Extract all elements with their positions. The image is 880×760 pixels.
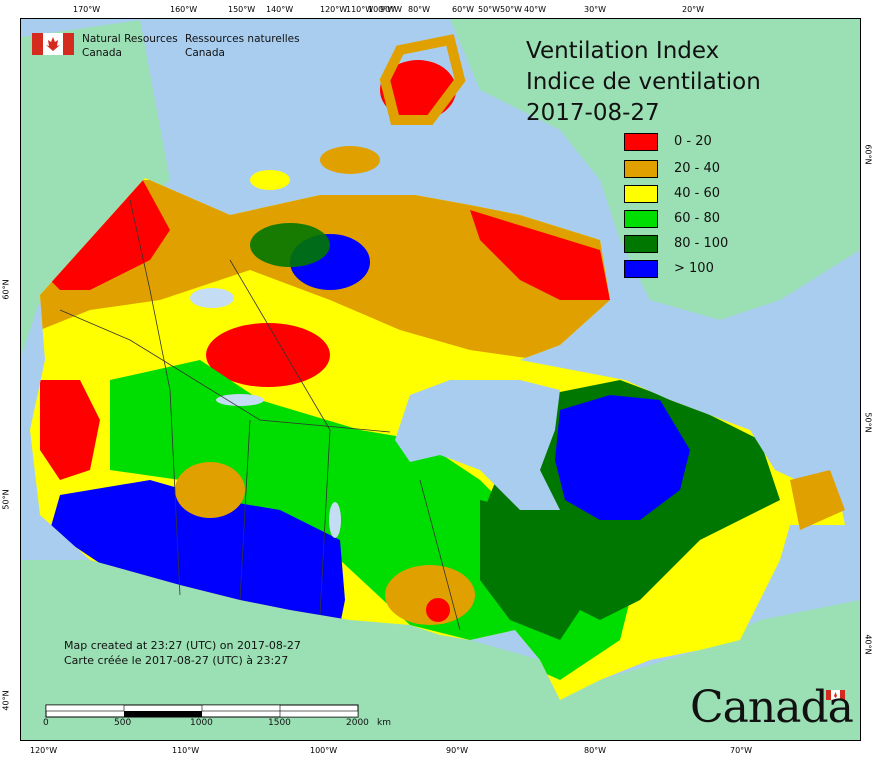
top-tick: 110°W (346, 5, 374, 14)
agency-fr-line2: Canada (185, 47, 225, 59)
legend-swatch (624, 210, 658, 228)
legend-label: 80 - 100 (674, 236, 729, 251)
top-tick: 30°W (584, 5, 607, 14)
legend-swatch (624, 260, 658, 278)
top-tick: 140°W (266, 5, 294, 14)
legend-label: 40 - 60 (674, 186, 721, 201)
top-tick: 90°W (380, 5, 403, 14)
map-frame (20, 18, 861, 741)
right-tick: 60°N (863, 144, 873, 165)
province-borders (59, 199, 461, 631)
agency-en-line1: Natural Resources (82, 33, 178, 45)
bottom-tick: 110°W (172, 746, 200, 755)
bottom-tick: 70°W (730, 746, 753, 755)
zone-0-20-centre (206, 323, 330, 387)
legend-swatch (624, 160, 658, 178)
title-date: 2017-08-27 (526, 100, 660, 126)
legend-swatch (624, 235, 658, 253)
zone-20-40-ontario (385, 565, 475, 625)
scale-unit: km (377, 718, 391, 728)
top-tick: 170°W (73, 5, 101, 14)
zone-80-100-arctic (250, 223, 330, 267)
title-fr: Indice de ventilation (526, 69, 761, 95)
zone-0-20-baffin (470, 210, 610, 300)
scale-label: 2000 (346, 718, 369, 728)
agency-en-line2: Canada (82, 47, 122, 59)
great-slave-lake (216, 394, 264, 406)
top-tick: 150°W (228, 5, 256, 14)
agency-fr-line1: Ressources naturelles (185, 33, 300, 45)
right-tick: 50°N (863, 412, 873, 433)
legend-label: 60 - 80 (674, 211, 721, 226)
bottom-tick: 120°W (30, 746, 58, 755)
usa-land (21, 560, 860, 740)
hudson-bay (395, 380, 560, 510)
top-tick: 60°W (452, 5, 475, 14)
legend-label: > 100 (674, 261, 714, 276)
top-tick: 80°W (408, 5, 431, 14)
canada-flag-icon (32, 33, 74, 55)
title-en: Ventilation Index (526, 38, 720, 64)
map-created-note-fr: Carte créée le 2017-08-27 (UTC) à 23:27 (64, 654, 289, 667)
scale-label: 1000 (190, 718, 213, 728)
top-tick: 20°W (682, 5, 705, 14)
bottom-tick: 100°W (310, 746, 338, 755)
left-tick: 60°N (1, 279, 11, 300)
agency-name-en: Natural Resources Canada (82, 32, 178, 60)
left-tick: 40°N (1, 690, 11, 711)
zone-0-20-ontario (426, 598, 450, 622)
wordmark-flag-icon (826, 690, 845, 700)
zone-80-100-mid (480, 500, 600, 640)
lake-winnipeg (329, 502, 341, 538)
bottom-tick: 80°W (584, 746, 607, 755)
arctic-island-2 (320, 146, 380, 174)
right-tick: 40°N (863, 634, 873, 655)
scale-label: 1500 (268, 718, 291, 728)
top-tick: 120°W (320, 5, 348, 14)
great-bear-lake (190, 288, 234, 308)
legend-label: 20 - 40 (674, 161, 721, 176)
scale-bar (45, 704, 359, 718)
left-tick: 50°N (1, 489, 11, 510)
top-tick: 50°W (478, 5, 501, 14)
agency-name-fr: Ressources naturelles Canada (185, 32, 300, 60)
zone-20-40-alberta (175, 462, 245, 518)
zone-over-100-prairies (50, 480, 345, 625)
scale-label: 500 (114, 718, 132, 728)
zone-over-100-quebec (555, 395, 690, 520)
top-tick: 50°W (500, 5, 523, 14)
scale-label: 0 (43, 718, 49, 728)
top-tick: 40°W (524, 5, 547, 14)
legend-swatch (624, 185, 658, 203)
alaska-land (21, 20, 170, 357)
zone-0-20-bc (40, 380, 100, 480)
arctic-island-3 (250, 170, 290, 190)
legend-swatch (624, 133, 658, 151)
newfoundland (790, 470, 845, 530)
top-tick: 160°W (170, 5, 198, 14)
map-created-note-en: Map created at 23:27 (UTC) on 2017-08-27 (64, 639, 301, 652)
bottom-tick: 90°W (446, 746, 469, 755)
legend-label: 0 - 20 (674, 134, 712, 149)
arctic-island (379, 34, 466, 125)
map-title: Ventilation Index Indice de ventilation … (526, 36, 761, 129)
zone-0-20-nw (40, 178, 170, 290)
canada-wordmark: Canada (690, 682, 854, 733)
top-tick: 100°W (368, 5, 396, 14)
